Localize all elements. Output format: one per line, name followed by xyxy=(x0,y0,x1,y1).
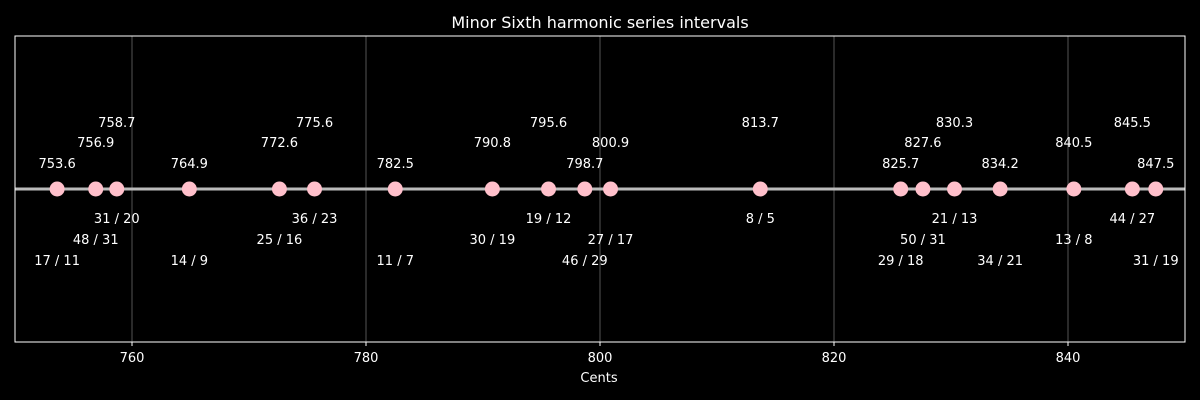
ratio-label: 21 / 13 xyxy=(932,212,978,227)
ratio-label: 31 / 19 xyxy=(1133,254,1179,269)
ratio-label: 11 / 7 xyxy=(377,254,414,269)
ratio-label: 44 / 27 xyxy=(1109,212,1155,227)
ratio-label: 46 / 29 xyxy=(562,254,608,269)
data-point xyxy=(387,181,403,197)
ratio-label: 8 / 5 xyxy=(746,212,775,227)
ratio-label: 50 / 31 xyxy=(900,233,946,248)
data-point xyxy=(49,181,65,197)
x-tick-label: 820 xyxy=(822,351,847,366)
data-point xyxy=(1124,181,1140,197)
ratio-label: 36 / 23 xyxy=(292,212,338,227)
data-point xyxy=(181,181,197,197)
ratio-label: 19 / 12 xyxy=(526,212,572,227)
cents-label: 795.6 xyxy=(530,116,567,131)
cents-label: 782.5 xyxy=(377,157,414,172)
data-point xyxy=(992,181,1008,197)
data-point xyxy=(307,181,323,197)
ratio-label: 14 / 9 xyxy=(171,254,208,269)
cents-label: 758.7 xyxy=(98,116,135,131)
cents-label: 840.5 xyxy=(1055,136,1092,151)
x-axis-label: Cents xyxy=(580,371,617,386)
data-point xyxy=(577,181,593,197)
cents-label: 847.5 xyxy=(1137,157,1174,172)
cents-label: 825.7 xyxy=(882,157,919,172)
cents-label: 827.6 xyxy=(904,136,941,151)
data-point xyxy=(915,181,931,197)
cents-label: 764.9 xyxy=(171,157,208,172)
data-point xyxy=(1148,181,1164,197)
data-point xyxy=(541,181,557,197)
data-point xyxy=(88,181,104,197)
cents-label: 845.5 xyxy=(1114,116,1151,131)
x-tick-label: 780 xyxy=(354,351,379,366)
cents-label: 753.6 xyxy=(39,157,76,172)
ratio-label: 34 / 21 xyxy=(977,254,1023,269)
ratio-label: 48 / 31 xyxy=(73,233,119,248)
data-point xyxy=(109,181,125,197)
ratio-label: 13 / 8 xyxy=(1055,233,1092,248)
ratio-labels: 17 / 11 48 / 31 31 / 20 14 / 9 25 / 16 36 / 2… xyxy=(34,212,1178,269)
cents-label: 813.7 xyxy=(742,116,779,131)
data-point xyxy=(752,181,768,197)
cents-label: 756.9 xyxy=(77,136,114,151)
cents-label: 790.8 xyxy=(474,136,511,151)
cents-label: 800.9 xyxy=(592,136,629,151)
x-tick-label: 840 xyxy=(1056,351,1081,366)
data-point xyxy=(271,181,287,197)
cents-label: 830.3 xyxy=(936,116,973,131)
ratio-label: 25 / 16 xyxy=(257,233,303,248)
data-point xyxy=(1066,181,1082,197)
ratio-label: 17 / 11 xyxy=(34,254,80,269)
cents-label: 772.6 xyxy=(261,136,298,151)
x-axis-ticks: 760 780 800 820 840 xyxy=(120,342,1081,366)
ratio-label: 31 / 20 xyxy=(94,212,140,227)
cents-label: 798.7 xyxy=(566,157,603,172)
x-tick-label: 800 xyxy=(588,351,613,366)
data-point xyxy=(484,181,500,197)
ratio-label: 29 / 18 xyxy=(878,254,924,269)
cents-label: 834.2 xyxy=(982,157,1019,172)
ratio-label: 30 / 19 xyxy=(469,233,515,248)
cents-label: 775.6 xyxy=(296,116,333,131)
data-point xyxy=(603,181,619,197)
data-points xyxy=(49,181,1164,197)
ratio-label: 27 / 17 xyxy=(588,233,634,248)
data-point xyxy=(893,181,909,197)
data-point xyxy=(947,181,963,197)
x-tick-label: 760 xyxy=(120,351,145,366)
chart-title: Minor Sixth harmonic series intervals xyxy=(451,13,748,32)
